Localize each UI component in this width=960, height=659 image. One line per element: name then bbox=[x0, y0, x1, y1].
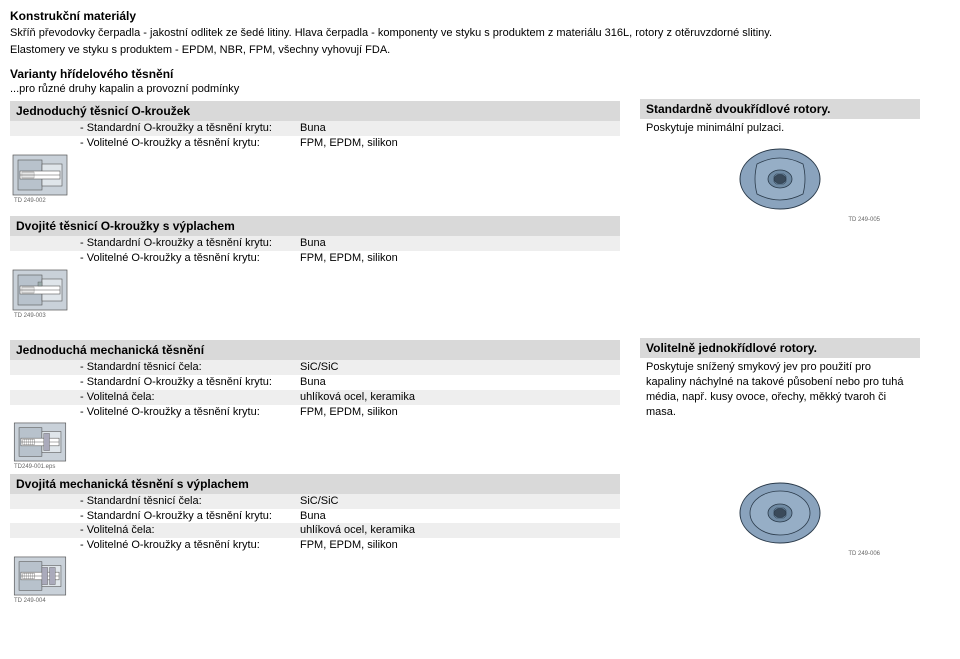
s3-icon-cap: TD249-001.eps bbox=[14, 463, 620, 471]
s3-r0-val: SiC/SiC bbox=[300, 360, 620, 375]
rotor-one-wing-icon bbox=[735, 478, 825, 548]
s1-icon-cap: TD 249-002 bbox=[14, 197, 620, 205]
rotor-one-band: Volitelně jednokřídlové rotory. bbox=[640, 338, 920, 358]
s4-r1-lbl: - Standardní O-kroužky a těsnění krytu: bbox=[10, 509, 300, 524]
section-3-band: Jednoduchá mechanická těsnění bbox=[10, 340, 620, 360]
s1-r1-lbl: - Volitelné O-kroužky a těsnění krytu: bbox=[10, 136, 300, 151]
s3-r2-val: uhlíková ocel, keramika bbox=[300, 390, 620, 405]
intro-line-2: Elastomery ve styku s produktem - EPDM, … bbox=[10, 43, 950, 58]
seal-diagram-icon bbox=[12, 154, 68, 196]
rotor-one-cap: TD 249-006 bbox=[640, 550, 920, 558]
s3-r3-lbl: - Volitelné O-kroužky a těsnění krytu: bbox=[10, 405, 300, 420]
page-title: Konstrukční materiály bbox=[10, 8, 950, 24]
s2-r1-lbl: - Volitelné O-kroužky a těsnění krytu: bbox=[10, 251, 300, 266]
s4-r0-lbl: - Standardní těsnicí čela: bbox=[10, 494, 300, 509]
s2-icon-cap: TD 249-003 bbox=[14, 312, 620, 320]
s1-r0-lbl: - Standardní O-kroužky a těsnění krytu: bbox=[10, 121, 300, 136]
variants-title: Varianty hřídelového těsnění bbox=[10, 66, 950, 82]
rotor-two-cap: TD 249-005 bbox=[640, 216, 920, 224]
s3-r1-lbl: - Standardní O-kroužky a těsnění krytu: bbox=[10, 375, 300, 390]
s4-r1-val: Buna bbox=[300, 509, 620, 524]
seal-diagram-icon bbox=[12, 422, 68, 462]
s4-r3-lbl: - Volitelné O-kroužky a těsnění krytu: bbox=[10, 538, 300, 553]
s1-r0-val: Buna bbox=[300, 121, 620, 136]
s2-r1-val: FPM, EPDM, silikon bbox=[300, 251, 620, 266]
section-2-band: Dvojité těsnicí O-kroužky s výplachem bbox=[10, 216, 620, 236]
s3-r0-lbl: - Standardní těsnicí čela: bbox=[10, 360, 300, 375]
s2-r0-lbl: - Standardní O-kroužky a těsnění krytu: bbox=[10, 236, 300, 251]
seal-diagram-icon bbox=[12, 269, 68, 311]
s3-r2-lbl: - Volitelná čela: bbox=[10, 390, 300, 405]
rotor-two-band: Standardně dvoukřídlové rotory. bbox=[640, 99, 920, 119]
variants-sub: ...pro různé druhy kapalin a provozní po… bbox=[10, 82, 950, 97]
s4-r3-val: FPM, EPDM, silikon bbox=[300, 538, 620, 553]
section-1-band: Jednoduchý těsnicí O-kroužek bbox=[10, 101, 620, 121]
s4-r2-lbl: - Volitelná čela: bbox=[10, 523, 300, 538]
s3-r1-val: Buna bbox=[300, 375, 620, 390]
section-4-band: Dvojitá mechanická těsnění s výplachem bbox=[10, 474, 620, 494]
intro-line-1: Skříň převodovky čerpadla - jakostní odl… bbox=[10, 26, 950, 41]
rotor-one-text: Poskytuje snížený smykový jev pro použit… bbox=[640, 358, 920, 421]
s3-r3-val: FPM, EPDM, silikon bbox=[300, 405, 620, 420]
s1-r1-val: FPM, EPDM, silikon bbox=[300, 136, 620, 151]
rotor-two-text: Poskytuje minimální pulzaci. bbox=[640, 119, 920, 138]
rotor-two-wing-icon bbox=[735, 144, 825, 214]
s4-r0-val: SiC/SiC bbox=[300, 494, 620, 509]
s4-icon-cap: TD 249-004 bbox=[14, 597, 620, 605]
s2-r0-val: Buna bbox=[300, 236, 620, 251]
seal-diagram-icon bbox=[12, 556, 68, 596]
s4-r2-val: uhlíková ocel, keramika bbox=[300, 523, 620, 538]
